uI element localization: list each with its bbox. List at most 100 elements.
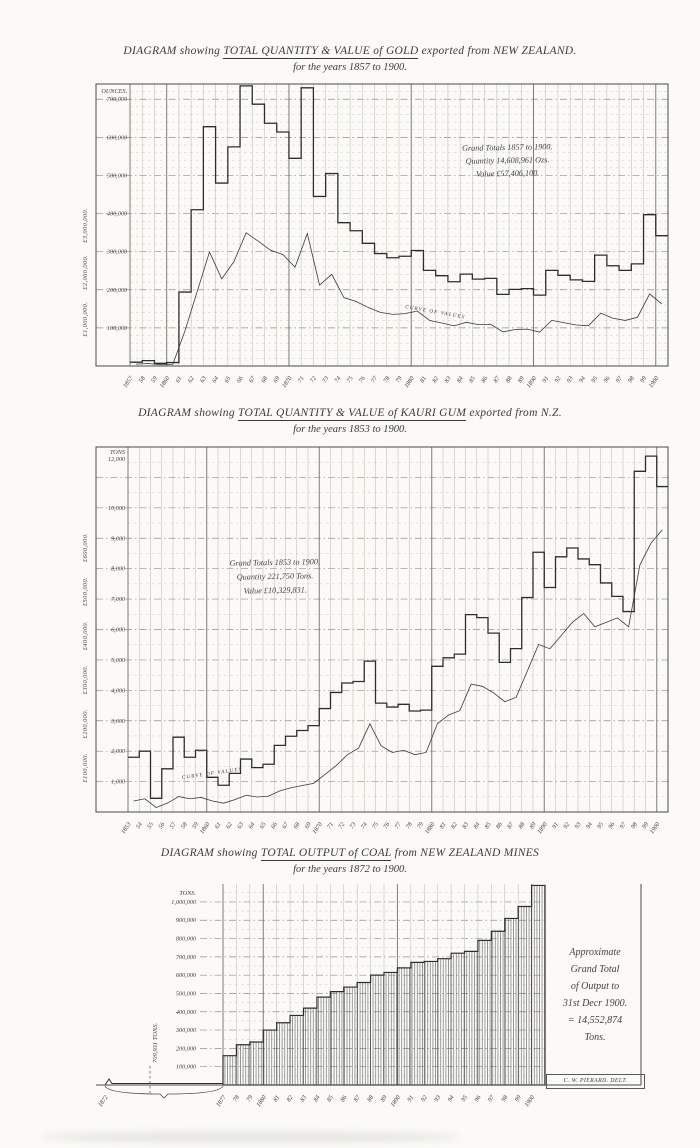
gold-x-label: 66 bbox=[235, 374, 245, 384]
kauri-x-label: 69 bbox=[303, 821, 312, 830]
kauri-unit: TONS bbox=[110, 449, 125, 456]
coal-x-label: 1900 bbox=[523, 1093, 536, 1108]
kauri-x-label: 91 bbox=[551, 821, 560, 830]
kauri-x-label: 79 bbox=[416, 821, 425, 830]
gold-x-label: 91 bbox=[541, 375, 550, 384]
kauri-pound-label: £400,000. bbox=[82, 621, 89, 650]
gold-x-label: 74 bbox=[333, 375, 342, 384]
gold-grand-totals-annotation: Grand Totals 1857 to 1900. Quantity 14,6… bbox=[420, 139, 596, 181]
kauri-x-label: 94 bbox=[585, 821, 594, 830]
coal-chart-title: DIAGRAM showing TOTAL OUTPUT of COAL fro… bbox=[30, 846, 670, 877]
kauri-x-label: 77 bbox=[393, 820, 403, 830]
kauri-x-label: 95 bbox=[596, 821, 605, 830]
kauri-x-label: 98 bbox=[630, 820, 640, 830]
gold-x-label: 61 bbox=[174, 375, 183, 384]
kauri-y-tick: 2,000 bbox=[111, 748, 126, 755]
coal-x-label: 95 bbox=[460, 1094, 469, 1103]
kauri-pound-label: £100,000. bbox=[82, 753, 89, 782]
gold-title-underlined: TOTAL QUANTITY & VALUE of GOLD bbox=[223, 45, 419, 59]
kauri-x-label: 57 bbox=[168, 820, 178, 830]
coal-period-brace bbox=[104, 1085, 224, 1099]
kauri-y-tick: 1,000 bbox=[111, 779, 126, 786]
gold-curve-label: CURVE OF VALUES bbox=[405, 304, 466, 320]
gold-y-tick: 300,000 bbox=[106, 249, 128, 256]
gold-title-sub: for the years 1857 to 1900. bbox=[293, 62, 407, 73]
gold-x-label: 71 bbox=[297, 375, 306, 384]
gold-x-label: 87 bbox=[492, 374, 502, 384]
gold-frame bbox=[95, 83, 669, 367]
coal-y-tick: 800,000 bbox=[176, 936, 197, 943]
coal-x-label: 82 bbox=[285, 1094, 294, 1103]
gold-x-label: 1880 bbox=[403, 374, 416, 389]
coal-title-post: from NEW ZEALAND MINES bbox=[391, 847, 540, 859]
kauri-chart-title: DIAGRAM showing TOTAL QUANTITY & VALUE o… bbox=[30, 406, 670, 437]
coal-x-label: 98 bbox=[500, 1093, 510, 1103]
coal-start-year-label: 1872 bbox=[97, 1094, 110, 1108]
gold-x-label: 63 bbox=[199, 375, 208, 384]
svg-text:12,000: 12,000 bbox=[108, 456, 126, 463]
gold-pound-label: £3,000,000. bbox=[82, 208, 89, 243]
gold-x-label: 81 bbox=[419, 375, 428, 384]
gold-pound-label: £2,000,000. bbox=[82, 255, 89, 290]
coal-x-label: 85 bbox=[326, 1094, 335, 1103]
gold-x-label: 93 bbox=[566, 375, 575, 384]
coal-annotation-line3: of Output to bbox=[570, 981, 620, 992]
kauri-x-label: 67 bbox=[281, 820, 291, 830]
coal-x-label: 79 bbox=[245, 1094, 254, 1103]
coal-y-tick: 400,000 bbox=[176, 1009, 197, 1016]
gold-value-curve bbox=[136, 232, 663, 366]
kauri-y-tick: 5,000 bbox=[111, 657, 126, 664]
kauri-y-tick: 3,000 bbox=[110, 718, 126, 725]
coal-x-label: 86 bbox=[339, 1093, 349, 1103]
gold-x-label: 77 bbox=[370, 374, 380, 384]
coal-x-label: 96 bbox=[473, 1093, 483, 1103]
gold-y-tick: 200,000 bbox=[107, 287, 128, 294]
kauri-x-label: 71 bbox=[326, 821, 335, 830]
gold-x-label: 72 bbox=[309, 375, 318, 384]
gold-x-label: 59 bbox=[150, 375, 159, 384]
gold-x-label: 73 bbox=[321, 375, 330, 384]
kauri-y-tick: 10,000 bbox=[108, 505, 126, 512]
kauri-x-label: 1880 bbox=[424, 820, 437, 835]
kauri-x-label: 84 bbox=[472, 821, 481, 830]
gold-x-label: 89 bbox=[517, 375, 526, 384]
kauri-x-label: 88 bbox=[517, 820, 527, 830]
coal-x-label: 92 bbox=[420, 1094, 429, 1103]
coal-annotation-line4: 31st Decr 1900. bbox=[562, 998, 628, 1009]
coal-x-label: 84 bbox=[312, 1094, 321, 1103]
kauri-pound-label: £600,000. bbox=[82, 533, 89, 562]
coal-grand-total-annotation: Approximate Grand Total of Output to 31s… bbox=[548, 944, 642, 1046]
gold-x-label: 97 bbox=[614, 374, 624, 384]
gold-x-label: 88 bbox=[504, 374, 514, 384]
kauri-x-label: 54 bbox=[135, 821, 144, 830]
kauri-pound-label: £500,000. bbox=[82, 577, 89, 606]
coal-annotation-line5: = 14,552,874 bbox=[567, 1015, 623, 1026]
kauri-x-label: 76 bbox=[382, 820, 392, 830]
coal-title-sub: for the years 1872 to 1900. bbox=[293, 864, 407, 875]
gold-y-tick: 700,000 bbox=[107, 96, 128, 103]
kauri-x-label: 1860 bbox=[199, 820, 212, 835]
coal-pre1877-cumulative-note: 709,931 TONS. bbox=[152, 1022, 159, 1063]
gold-title-line: DIAGRAM showing TOTAL QUANTITY & VALUE o… bbox=[30, 44, 670, 59]
coal-y-tick: 700,000 bbox=[176, 954, 197, 961]
gold-chart-title: DIAGRAM showing TOTAL QUANTITY & VALUE o… bbox=[30, 44, 670, 75]
gold-x-label: 64 bbox=[211, 375, 220, 384]
kauri-x-label: 68 bbox=[292, 820, 302, 830]
coal-y-tick: 600,000 bbox=[176, 972, 197, 979]
gold-x-label: 78 bbox=[382, 374, 392, 384]
kauri-x-label: 72 bbox=[337, 821, 346, 830]
coal-annotation-line6: Tons. bbox=[584, 1032, 606, 1043]
gold-x-label: 1890 bbox=[525, 374, 538, 389]
gold-y-tick: 100,000 bbox=[107, 325, 128, 332]
kauri-title-pre: DIAGRAM showing bbox=[138, 407, 239, 419]
kauri-x-label: 74 bbox=[360, 821, 369, 830]
gold-x-label: 62 bbox=[186, 375, 195, 384]
gold-x-label: 79 bbox=[394, 375, 403, 384]
coal-y-tick: 300,000 bbox=[175, 1027, 197, 1034]
coal-y-tick: 1,000,000 bbox=[171, 899, 197, 906]
gold-x-label: 67 bbox=[248, 374, 258, 384]
kauri-quantity-step-line bbox=[128, 455, 668, 799]
